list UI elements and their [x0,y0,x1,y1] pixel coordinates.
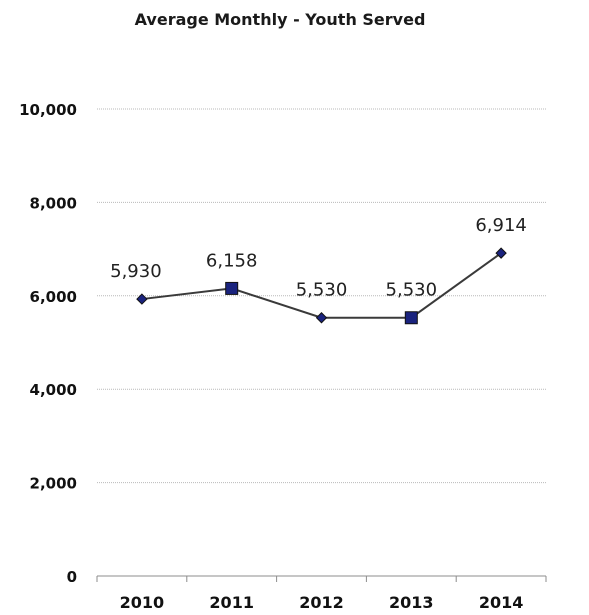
series-markers [136,247,507,325]
x-tick-label: 2010 [120,593,165,612]
y-axis-tick-labels: 0 2,000 4,000 6,000 8,000 10,000 [19,101,77,586]
data-point-marker [225,281,239,295]
data-label: 5,930 [110,261,162,282]
data-label: 5,530 [296,280,348,301]
data-point-marker [404,311,418,325]
x-axis [96,575,547,582]
x-axis-tick-labels: 2010 2011 2012 2013 2014 [120,593,524,612]
chart-title: Average Monthly - Youth Served [135,10,426,29]
data-label: 5,530 [386,280,438,301]
x-tick-label: 2011 [209,593,254,612]
x-tick-label: 2012 [299,593,344,612]
data-point-marker [495,247,507,259]
data-labels: 5,930 6,158 5,530 5,530 6,914 [110,215,527,301]
data-point-marker [315,312,328,324]
x-tick-label: 2014 [479,593,524,612]
y-tick-label: 0 [67,568,77,586]
data-point-marker [136,293,148,305]
data-label: 6,914 [475,215,527,236]
y-tick-label: 4,000 [30,381,77,399]
y-tick-label: 6,000 [30,288,77,306]
y-tick-label: 8,000 [30,194,77,212]
x-tick-label: 2013 [389,593,434,612]
data-label: 6,158 [206,250,258,271]
y-tick-label: 2,000 [30,475,77,493]
y-tick-label: 10,000 [19,101,77,119]
